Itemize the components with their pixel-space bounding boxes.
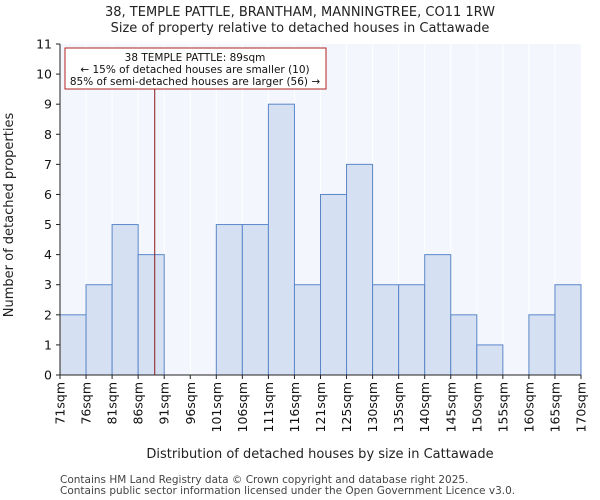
annotation-box: 38 TEMPLE PATTLE: 89sqm ← 15% of detache…: [64, 47, 327, 90]
y-tick-label: 0: [44, 368, 52, 383]
y-tick-label: 7: [44, 157, 52, 172]
x-ticks: 71sqm 76sqm 81sqm 86sqm 91sqm 96sqm 101sqm 106s…: [53, 375, 589, 432]
x-tick-label: 106sqm: [235, 382, 250, 432]
bar: [241, 224, 269, 376]
y-tick-label: 10: [36, 67, 52, 82]
bar: [59, 314, 87, 376]
bar: [85, 284, 113, 376]
x-tick-label: 150sqm: [469, 382, 484, 432]
x-tick-label: 96sqm: [183, 382, 198, 425]
y-tick-label: 6: [44, 187, 52, 202]
x-tick-label: 170sqm: [574, 382, 589, 432]
y-tick-label: 9: [44, 97, 52, 112]
x-axis-label: Distribution of detached houses by size …: [146, 447, 493, 462]
bar: [372, 284, 400, 376]
x-tick-label: 101sqm: [209, 382, 224, 432]
footer-line2: Contains public sector information licen…: [60, 485, 515, 497]
y-tick-label: 2: [44, 307, 52, 322]
y-tick-label: 1: [44, 337, 52, 352]
x-tick-label: 155sqm: [495, 382, 510, 432]
bar: [554, 284, 582, 376]
x-tick-label: 76sqm: [79, 382, 94, 425]
annotation-line2: ← 15% of detached houses are smaller (10…: [80, 64, 309, 76]
x-tick-label: 130sqm: [365, 382, 380, 432]
x-tick-label: 111sqm: [261, 382, 276, 432]
y-tick-label: 11: [36, 37, 52, 52]
chart-title-line1: 38, TEMPLE PATTLE, BRANTHAM, MANNINGTREE…: [105, 5, 495, 20]
bar: [267, 103, 295, 376]
annotation-line1: 38 TEMPLE PATTLE: 89sqm: [125, 52, 266, 64]
bar: [293, 284, 322, 376]
x-tick-label: 160sqm: [521, 382, 536, 432]
y-tick-label: 8: [44, 127, 52, 142]
y-tick-label: 3: [44, 277, 52, 292]
bar: [528, 314, 556, 376]
bar: [346, 163, 374, 376]
x-tick-label: 165sqm: [547, 382, 562, 432]
annotation-line3: 85% of semi-detached houses are larger (…: [70, 76, 321, 88]
x-tick-label: 91sqm: [157, 382, 172, 425]
bar: [320, 193, 348, 376]
x-tick-label: 145sqm: [443, 382, 458, 432]
x-tick-label: 116sqm: [287, 382, 302, 432]
bar: [137, 254, 165, 376]
bar: [215, 224, 243, 376]
y-tick-label: 4: [44, 247, 52, 262]
bar: [398, 284, 426, 376]
bar: [111, 224, 139, 376]
bars: [59, 103, 582, 376]
chart-title-line2: Size of property relative to detached ho…: [111, 21, 490, 36]
annotation-border: [64, 47, 327, 90]
x-tick-label: 86sqm: [131, 382, 146, 425]
x-tick-label: 121sqm: [313, 382, 328, 432]
y-ticks: 0 1 2 3 4 5 6 7 8 9 10 11: [36, 37, 60, 383]
x-tick-label: 81sqm: [105, 382, 120, 425]
bar: [450, 314, 478, 376]
bar: [476, 344, 504, 376]
x-tick-label: 135sqm: [391, 382, 406, 432]
y-tick-label: 5: [44, 217, 52, 232]
x-tick-label: 125sqm: [339, 382, 354, 432]
footer-line1: Contains HM Land Registry data © Crown c…: [60, 474, 468, 486]
x-tick-label: 140sqm: [417, 382, 432, 432]
x-tick-label: 71sqm: [53, 382, 68, 425]
y-axis-label: Number of detached properties: [2, 113, 17, 318]
bar: [424, 254, 452, 376]
